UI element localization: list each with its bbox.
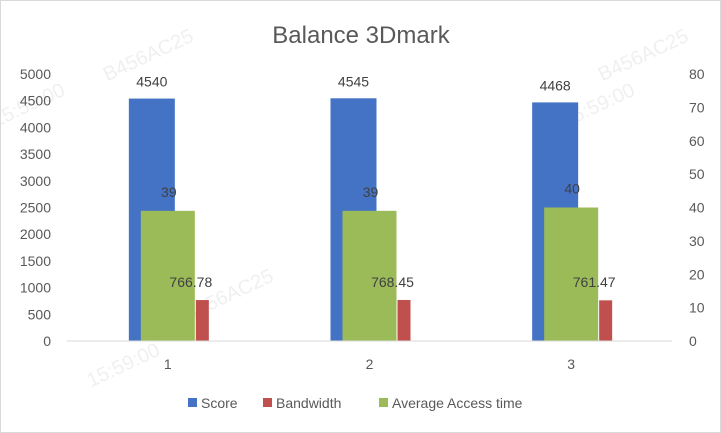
bar-bandwidth bbox=[397, 299, 411, 341]
left-axis-tick-label: 2000 bbox=[20, 226, 51, 242]
right-axis-tick-label: 30 bbox=[689, 233, 705, 249]
data-label-bandwidth: 766.78 bbox=[169, 274, 212, 290]
left-y-axis: 0 500 1000 1500 2000 2500 3000 3500 4000 4500 5000 bbox=[20, 66, 51, 349]
left-axis-tick-label: 4000 bbox=[20, 119, 51, 135]
left-axis-tick-label: 5000 bbox=[20, 66, 51, 82]
data-label-score: 4545 bbox=[338, 73, 369, 89]
right-axis-tick-label: 20 bbox=[689, 266, 705, 282]
legend[interactable]: Score Bandwidth Average Access time bbox=[188, 395, 523, 411]
data-label-access-time: 40 bbox=[564, 181, 580, 197]
bar-series bbox=[128, 98, 613, 342]
right-axis-tick-label: 0 bbox=[689, 333, 697, 349]
left-axis-tick-label: 1500 bbox=[20, 253, 51, 269]
left-axis-tick-label: 3500 bbox=[20, 146, 51, 162]
left-axis-tick-label: 2500 bbox=[20, 200, 51, 216]
bar-bandwidth bbox=[599, 300, 613, 341]
left-axis-tick-label: 3000 bbox=[20, 173, 51, 189]
watermark-text: 15:59:00 bbox=[84, 339, 164, 392]
left-axis-tick-label: 1000 bbox=[20, 280, 51, 296]
x-axis-tick-label: 1 bbox=[164, 356, 172, 372]
right-axis-tick-label: 80 bbox=[689, 66, 705, 82]
chart-title: Balance 3Dmark bbox=[272, 22, 450, 49]
right-axis-tick-label: 10 bbox=[689, 300, 705, 316]
bar-average-access-time bbox=[140, 210, 195, 341]
bar-average-access-time bbox=[342, 210, 397, 341]
data-label-bandwidth: 761.47 bbox=[573, 274, 616, 290]
legend-swatch-average-access-time bbox=[379, 398, 388, 407]
x-axis-tick-label: 3 bbox=[567, 356, 575, 372]
watermark-text: B456AC25 bbox=[595, 25, 692, 86]
left-axis-tick-label: 500 bbox=[28, 306, 52, 322]
right-y-axis: 0 10 20 30 40 50 60 70 80 bbox=[689, 66, 705, 349]
x-axis-tick-label: 2 bbox=[366, 356, 374, 372]
left-axis-tick-label: 0 bbox=[43, 333, 51, 349]
data-label-score: 4468 bbox=[540, 77, 571, 93]
x-axis: 1 2 3 bbox=[164, 356, 575, 372]
data-label-access-time: 39 bbox=[363, 184, 379, 200]
bar-average-access-time bbox=[544, 207, 599, 341]
legend-swatch-score bbox=[188, 398, 197, 407]
data-label-score: 4540 bbox=[136, 74, 167, 90]
legend-swatch-bandwidth bbox=[263, 398, 272, 407]
data-label-bandwidth: 768.45 bbox=[371, 274, 414, 290]
data-label-access-time: 39 bbox=[161, 184, 177, 200]
legend-label: Score bbox=[201, 395, 238, 411]
bar-bandwidth bbox=[195, 300, 209, 341]
legend-label: Average Access time bbox=[392, 395, 523, 411]
right-axis-tick-label: 40 bbox=[689, 200, 705, 216]
right-axis-tick-label: 60 bbox=[689, 133, 705, 149]
left-axis-tick-label: 4500 bbox=[20, 93, 51, 109]
legend-label: Bandwidth bbox=[276, 395, 341, 411]
right-axis-tick-label: 50 bbox=[689, 166, 705, 182]
data-labels: 4540 39 766.78 4545 39 768.45 4468 40 761.47 bbox=[136, 73, 616, 290]
right-axis-tick-label: 70 bbox=[689, 99, 705, 115]
